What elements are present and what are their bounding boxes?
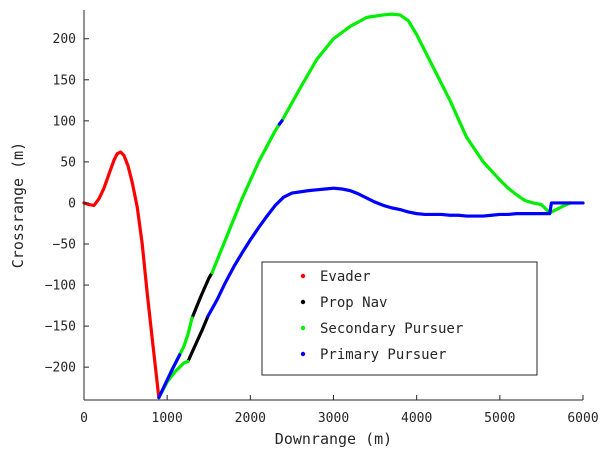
y-tick-label: 150 [53, 73, 76, 88]
legend-label: Secondary Pursuer [320, 321, 463, 337]
x-tick-label: 6000 [567, 411, 598, 426]
series-line-3-segment-2 [206, 186, 585, 318]
series-line-2-segment-2 [210, 122, 282, 275]
x-axis-label: Downrange (m) [275, 430, 392, 448]
y-tick-label: −50 [53, 238, 76, 253]
x-tick-label: 5000 [484, 411, 515, 426]
series-line-3-segment-3 [277, 119, 284, 126]
legend-box [261, 261, 538, 376]
series-line-0-segment-0 [82, 150, 161, 400]
legend-label: Primary Pursuer [320, 347, 446, 363]
y-tick-label: −100 [45, 279, 76, 294]
x-tick-label: 3000 [318, 411, 349, 426]
axes-layer: 0 1000 2000 3000 4000 5000 6000−200−150−100−50… [45, 10, 599, 426]
legend-marker [300, 325, 306, 331]
x-tick-label: 1000 [152, 411, 183, 426]
legend-label: Prop Nav [320, 295, 387, 311]
series-line-3-segment-1 [169, 353, 182, 373]
x-tick-label: 4000 [401, 411, 432, 426]
y-tick-label: 0 [68, 196, 76, 211]
legend-label: Evader [320, 269, 371, 285]
x-tick-label: 2000 [235, 411, 266, 426]
series-line-1-segment-1 [190, 271, 214, 320]
series-layer [82, 12, 585, 400]
legend-marker [300, 273, 306, 279]
legend-marker [300, 299, 306, 305]
y-tick-label: 100 [53, 114, 76, 129]
y-tick-label: 50 [60, 155, 76, 170]
series-line-1-segment-0 [186, 314, 210, 364]
y-tick-label: 200 [53, 32, 76, 47]
legend: Evader Prop Nav Secondary Pursuer Primary P… [261, 261, 538, 376]
legend-marker [300, 351, 306, 357]
series-line-2-segment-3 [280, 12, 573, 215]
series-line-3-segment-0 [157, 369, 173, 400]
y-axis-label: Crossrange (m) [9, 142, 27, 268]
y-tick-label: −150 [45, 320, 76, 335]
y-tick-label: −200 [45, 361, 76, 376]
x-tick-label: 0 [80, 411, 88, 426]
